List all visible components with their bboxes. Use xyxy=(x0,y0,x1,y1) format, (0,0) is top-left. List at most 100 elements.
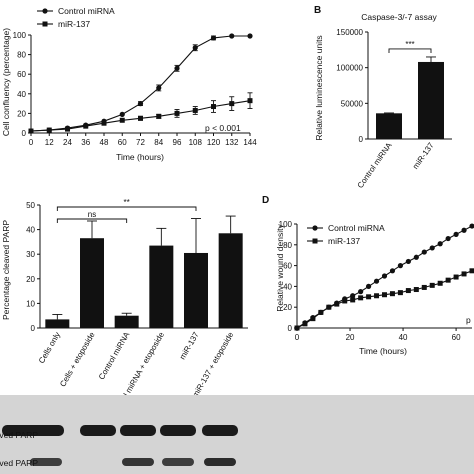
y-tick-label: 20 xyxy=(17,109,26,118)
data-point-square xyxy=(247,98,253,104)
data-point-square xyxy=(445,277,451,283)
uncleaved-band xyxy=(120,425,156,436)
data-point-circle xyxy=(229,33,235,39)
bar xyxy=(149,245,174,328)
data-point-square xyxy=(211,104,216,110)
y-tick-label: 80 xyxy=(17,51,26,60)
chart-a-plot: 0 20 40 60 80 100 0 12 24 36 48 60 72 84 96 108 120 132 14… xyxy=(13,31,258,147)
data-point-square xyxy=(174,110,180,116)
x-tick-label: 0 xyxy=(295,333,300,342)
legend-marker-mir137 xyxy=(42,21,48,27)
data-point-square xyxy=(28,128,34,134)
chart-d-ylabel: Relative wound density xyxy=(275,224,285,312)
data-point-square xyxy=(334,301,340,307)
x-tick-label: 0 xyxy=(29,138,34,147)
chart-d-legend-control: Control miRNA xyxy=(328,223,385,233)
data-point-circle xyxy=(437,241,443,247)
chart-d: D 0 20 40 60 80 100 0 20 40 60 Relative wound den… xyxy=(262,195,474,356)
chart-d-annotation: p xyxy=(466,315,471,325)
data-point-square xyxy=(397,290,403,296)
y-tick-label: 10 xyxy=(26,299,35,308)
uncleaved-band xyxy=(80,425,116,436)
x-tick-label: 60 xyxy=(118,138,127,147)
chart-a-legend: Control miRNA miR-137 xyxy=(37,6,115,29)
data-point-circle xyxy=(381,273,388,279)
category-label: miR-137 xyxy=(411,141,436,171)
data-point-circle xyxy=(156,85,162,91)
bar xyxy=(45,319,70,328)
y-tick-label: 100 xyxy=(13,31,27,40)
data-point-square xyxy=(318,309,324,315)
y-tick-label: 0 xyxy=(288,324,293,333)
data-point-square xyxy=(405,288,411,294)
bar xyxy=(218,233,243,328)
data-point-circle xyxy=(461,227,467,233)
blot-label-cleaved: Cleaved PARP xyxy=(0,458,38,468)
data-point-square xyxy=(366,294,372,300)
chart-a: 0 20 40 60 80 100 0 12 24 36 48 60 72 84 96 108 120 132 14… xyxy=(1,6,257,162)
legend-marker-mir137-d xyxy=(312,238,318,244)
data-point-square xyxy=(413,287,419,293)
data-point-square xyxy=(342,298,348,304)
chart-a-legend-control: Control miRNA xyxy=(58,6,115,16)
bar xyxy=(376,113,402,139)
data-point-circle xyxy=(421,249,427,255)
chart-d-plot: 0 20 40 60 80 100 0 20 40 60 xyxy=(279,220,474,342)
data-point-square xyxy=(229,101,235,107)
significance-label: ns xyxy=(88,210,96,219)
data-point-circle xyxy=(429,245,435,251)
chart-d-xlabel: Time (hours) xyxy=(359,346,407,356)
uncleaved-band xyxy=(160,425,196,436)
y-tick-label: 40 xyxy=(26,226,35,235)
data-point-circle xyxy=(350,293,356,299)
data-point-square xyxy=(310,316,316,322)
data-point-square xyxy=(101,120,107,126)
chart-a-annotation: p < 0.001 xyxy=(205,123,241,133)
data-point-circle xyxy=(358,289,364,295)
data-point-square xyxy=(65,126,70,132)
data-point-circle xyxy=(445,235,451,242)
data-point-square xyxy=(156,113,162,119)
x-tick-label: 12 xyxy=(45,138,54,147)
significance-label: *** xyxy=(405,40,414,49)
chart-b-ylabel: Relative luminescence units xyxy=(314,35,324,140)
category-label: Cells only xyxy=(37,331,62,366)
y-tick-label: 30 xyxy=(26,250,35,259)
panel-letter-d: D xyxy=(262,195,269,206)
bar xyxy=(184,252,208,328)
data-point-circle xyxy=(397,263,404,269)
x-tick-label: 96 xyxy=(173,138,182,147)
y-tick-label: 100000 xyxy=(336,64,363,73)
cleaved-band xyxy=(204,458,236,466)
x-tick-label: 120 xyxy=(207,138,221,147)
cleaved-band xyxy=(30,458,62,466)
y-tick-label: 20 xyxy=(283,303,292,312)
data-point-circle xyxy=(469,223,474,229)
x-tick-label: 108 xyxy=(189,138,203,147)
x-tick-label: 48 xyxy=(100,138,109,147)
y-tick-label: 50 xyxy=(26,201,35,210)
x-tick-label: 40 xyxy=(399,333,408,342)
chart-d-legend: Control miRNA miR-137 xyxy=(307,223,385,246)
data-point-circle xyxy=(247,33,253,39)
y-tick-label: 0 xyxy=(359,135,364,144)
data-point-circle xyxy=(405,258,411,265)
significance-label: ** xyxy=(124,198,130,207)
uncleaved-band xyxy=(202,425,238,436)
bar xyxy=(418,61,444,139)
significance-bracket xyxy=(388,48,432,53)
data-point-square xyxy=(453,274,459,280)
y-tick-label: 40 xyxy=(283,282,292,291)
y-tick-label: 0 xyxy=(31,324,36,333)
data-point-circle xyxy=(137,101,144,107)
chart-a-ylabel: Cell confluency (percentage) xyxy=(1,28,11,136)
data-point-circle xyxy=(413,254,419,260)
cleaved-band xyxy=(122,458,154,466)
data-point-square xyxy=(382,292,387,298)
category-label: miR-137 xyxy=(178,330,201,361)
data-point-square xyxy=(138,115,143,121)
data-point-square xyxy=(46,127,52,133)
